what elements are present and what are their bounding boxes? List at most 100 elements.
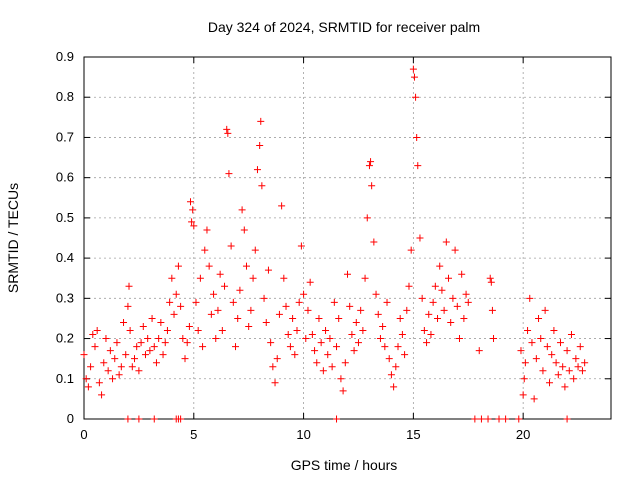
data-point <box>401 351 409 359</box>
data-point <box>409 65 417 73</box>
data-point <box>163 327 171 335</box>
data-point <box>376 335 384 343</box>
data-point <box>559 363 567 371</box>
data-point <box>89 331 97 339</box>
data-point <box>339 387 347 395</box>
data-point <box>451 246 459 254</box>
data-point <box>341 359 349 367</box>
data-point <box>196 274 204 282</box>
data-point <box>519 391 527 399</box>
data-point <box>249 274 257 282</box>
y-tick-label: 0.2 <box>56 331 74 346</box>
data-point <box>199 343 207 351</box>
data-point <box>170 310 178 318</box>
data-point <box>420 327 428 335</box>
data-point <box>541 306 549 314</box>
data-point <box>350 347 358 355</box>
data-point <box>471 415 479 423</box>
data-point <box>115 371 123 379</box>
data-point <box>177 302 185 310</box>
data-point <box>159 351 167 359</box>
data-point <box>528 339 536 347</box>
data-point <box>218 327 226 335</box>
data-point <box>95 379 103 387</box>
data-point <box>487 278 495 286</box>
data-point <box>490 335 498 343</box>
data-point <box>174 262 182 270</box>
data-point <box>297 242 305 250</box>
data-point <box>183 339 191 347</box>
data-point <box>333 415 341 423</box>
data-point <box>128 363 136 371</box>
data-point <box>257 117 265 125</box>
data-point <box>570 375 578 383</box>
data-point <box>227 242 235 250</box>
data-point <box>109 375 117 383</box>
y-tick-label: 0.8 <box>56 89 74 104</box>
x-tick-label: 10 <box>296 427 310 442</box>
data-point <box>124 415 132 423</box>
data-point <box>245 322 253 330</box>
data-point <box>308 331 316 339</box>
data-point <box>229 298 237 306</box>
data-point <box>530 395 538 403</box>
data-point <box>368 182 376 190</box>
data-point <box>117 363 125 371</box>
data-point <box>416 234 424 242</box>
data-point <box>91 343 99 351</box>
data-point <box>161 339 169 347</box>
data-point <box>93 327 101 335</box>
data-point <box>203 226 211 234</box>
data-point <box>374 310 382 318</box>
data-point <box>367 158 375 166</box>
data-point <box>361 274 369 282</box>
data-point <box>286 343 294 351</box>
data-point <box>348 331 356 339</box>
data-point <box>186 198 194 206</box>
data-point <box>515 415 523 423</box>
plot-frame <box>83 56 612 420</box>
data-point <box>300 290 308 298</box>
data-point <box>275 310 283 318</box>
data-point <box>313 359 321 367</box>
data-point <box>122 351 130 359</box>
data-point <box>539 367 547 375</box>
data-point <box>247 306 255 314</box>
data-point <box>363 214 371 222</box>
data-point <box>120 318 128 326</box>
y-tick-label: 0.1 <box>56 371 74 386</box>
data-point <box>383 298 391 306</box>
data-point <box>550 327 558 335</box>
data-point <box>535 314 543 322</box>
data-point <box>293 327 301 335</box>
data-point <box>412 93 420 101</box>
data-point <box>100 359 108 367</box>
data-point <box>337 375 345 383</box>
data-point <box>370 238 378 246</box>
data-point <box>232 343 240 351</box>
data-point <box>436 262 444 270</box>
data-point <box>561 383 569 391</box>
data-point <box>311 347 319 355</box>
data-point <box>322 327 330 335</box>
data-point <box>486 274 494 282</box>
data-point <box>554 371 562 379</box>
chart-title: Day 324 of 2024, SRMTID for receiver pal… <box>208 19 480 35</box>
data-point <box>315 314 323 322</box>
data-point <box>190 222 198 230</box>
data-point <box>188 218 196 226</box>
data-point <box>328 363 336 371</box>
gridlines <box>84 57 611 419</box>
data-point <box>445 274 453 282</box>
data-point <box>425 310 433 318</box>
data-point <box>157 318 165 326</box>
data-point <box>572 355 580 363</box>
data-point <box>396 314 404 322</box>
data-point <box>87 363 95 371</box>
data-point <box>431 282 439 290</box>
data-point <box>104 367 112 375</box>
data-point <box>251 246 259 254</box>
data-point <box>205 262 213 270</box>
data-point <box>447 318 455 326</box>
data-point <box>264 266 272 274</box>
